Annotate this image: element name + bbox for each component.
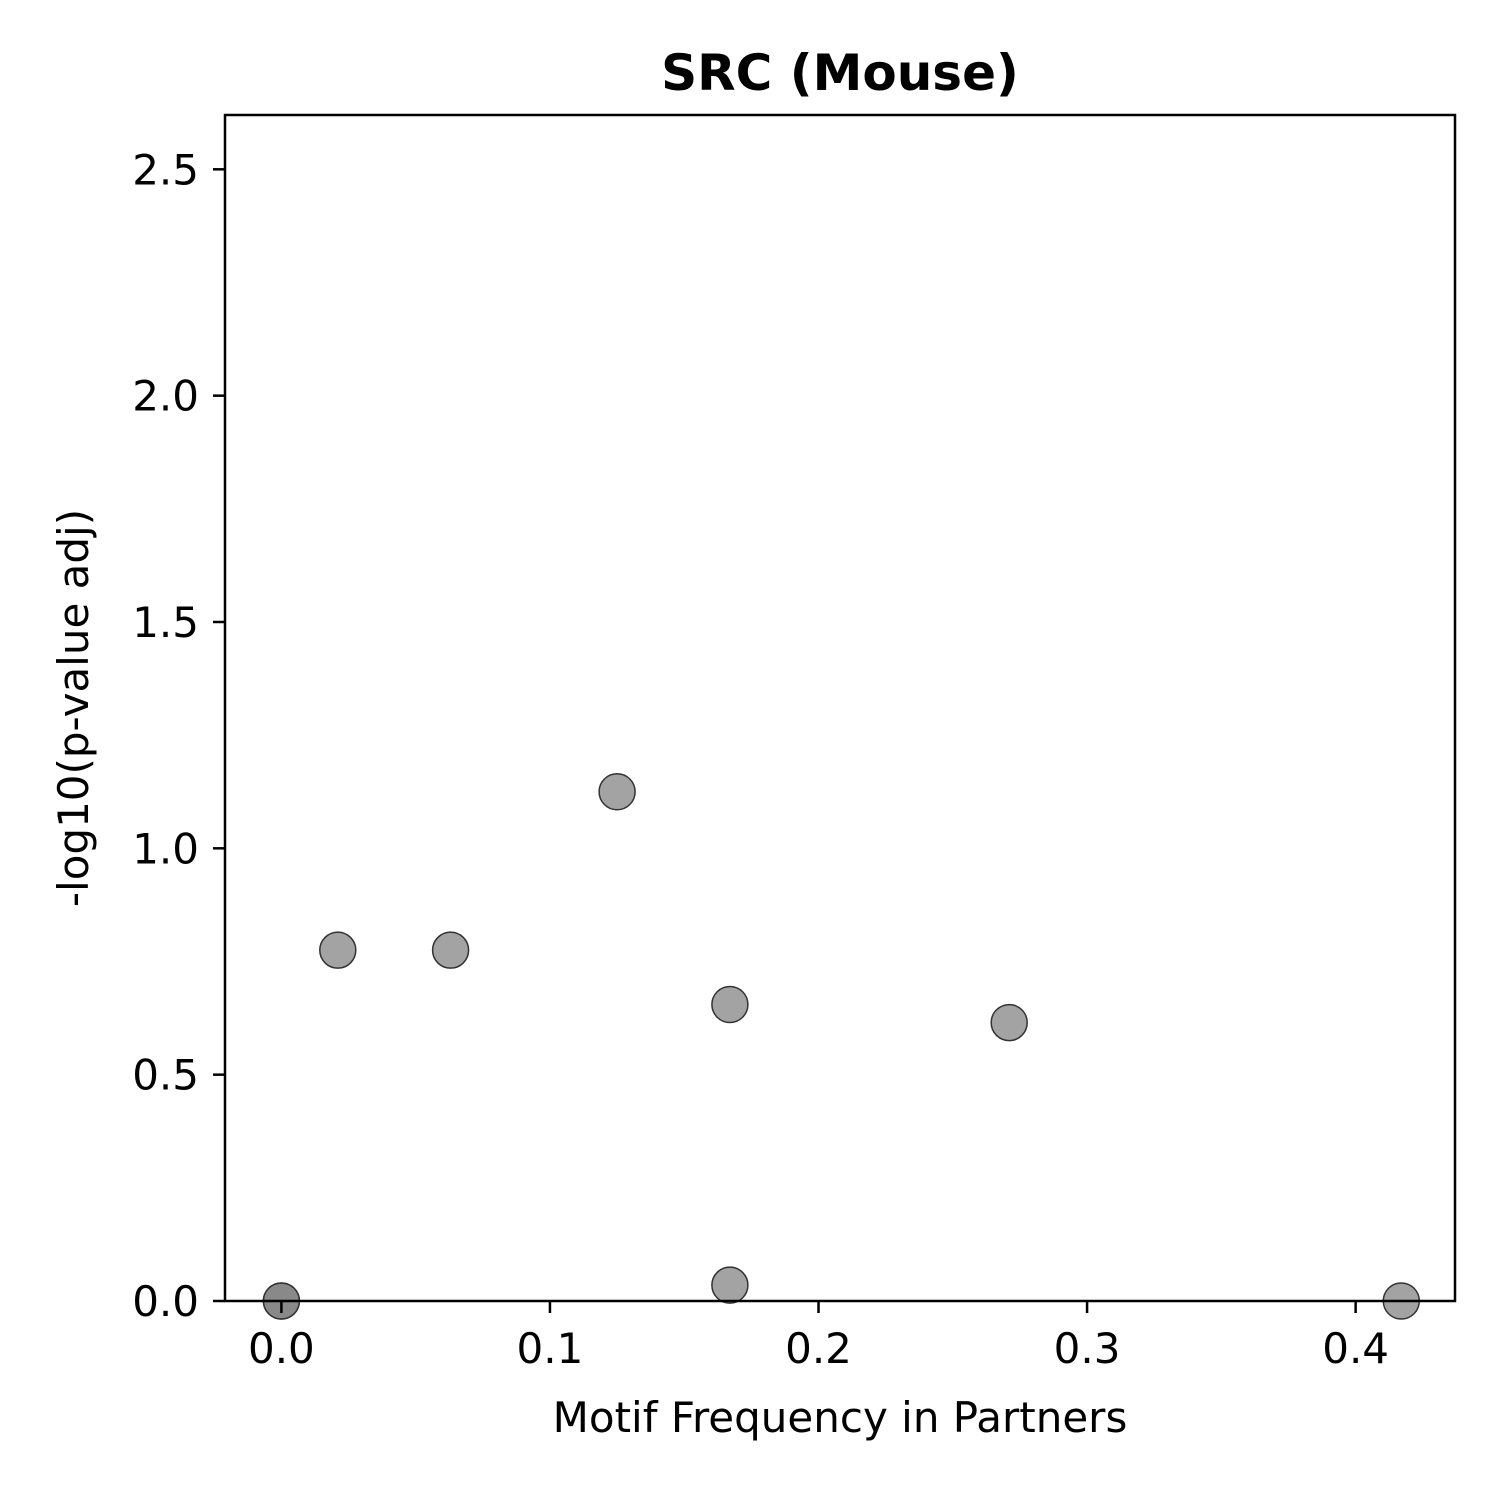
y-tick-label-0: 0.0 [132,1277,199,1326]
y-axis-label: -log10(p-value adj) [49,509,98,907]
data-point-6 [711,985,749,1024]
x-tick-label-1: 0.1 [517,1324,584,1373]
axes-layer: 0.0 0.1 0.2 0.3 0.4 0.0 0.5 1.0 1.5 2.0 2.5 [132,113,1457,1373]
points-layer [262,772,1421,1320]
y-tick-label-1: 0.5 [132,1051,199,1100]
data-point-5 [598,772,636,811]
y-tick-label-3: 1.5 [132,598,199,647]
data-point-3 [319,931,357,969]
x-tick-label-3: 0.3 [1054,1324,1121,1373]
chart-title: SRC (Mouse) [661,44,1019,102]
x-axis-label: Motif Frequency in Partners [553,1393,1128,1442]
data-point-4 [431,931,470,969]
y-tick-label-5: 2.5 [132,145,199,194]
x-tick-label-0: 0.0 [248,1324,315,1373]
x-tick-label-4: 0.4 [1322,1324,1389,1373]
y-tick-label-4: 2.0 [132,372,199,421]
plot-frame [223,113,1457,1303]
data-point-8 [990,1003,1028,1042]
x-tick-label-2: 0.2 [785,1324,852,1373]
data-point-7 [711,1266,749,1304]
y-tick-label-2: 1.0 [132,824,199,873]
